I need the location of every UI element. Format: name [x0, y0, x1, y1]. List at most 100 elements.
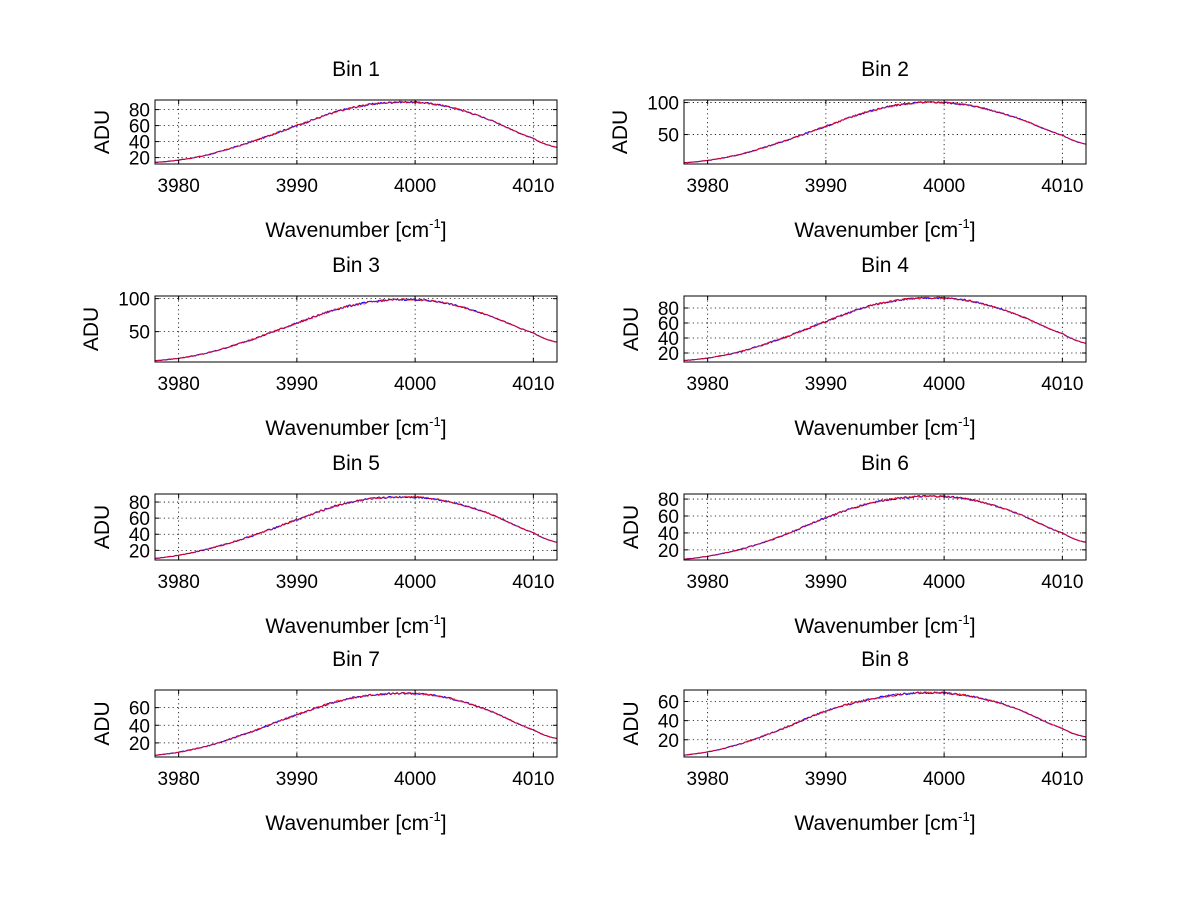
- y-axis-label: ADU: [620, 505, 643, 549]
- x-tick-label: 4010: [1041, 769, 1083, 790]
- subplot-bin-2: 3980 3990 4000 4010 50 100 Bin 2 Wavenumber [cm…: [609, 58, 1087, 242]
- x-tick-label: 3990: [276, 176, 318, 197]
- axes-frame: [683, 295, 1087, 363]
- y-tick-label: 20: [129, 149, 150, 170]
- y-tick-label: 50: [129, 323, 150, 344]
- x-tick-label: 4000: [923, 769, 965, 790]
- axes-frame: [154, 99, 558, 165]
- subplot-bin-3: 3980 3990 4000 4010 50 100 Bin 3 Wavenumber [cm…: [80, 254, 558, 440]
- y-tick-label: 60: [129, 509, 150, 530]
- series-line-red: [683, 494, 1087, 560]
- y-axis-label: ADU: [620, 307, 643, 351]
- subplot-title: Bin 2: [861, 58, 909, 81]
- y-tick-label: 40: [658, 329, 679, 350]
- series-line-red: [683, 101, 1087, 164]
- y-axis-label: ADU: [620, 701, 643, 745]
- x-tick-label: 4000: [923, 572, 965, 593]
- axes-border: [683, 295, 1087, 363]
- axes-border: [683, 689, 1087, 758]
- x-tick-label: 4000: [923, 176, 965, 197]
- axes-border: [154, 295, 558, 363]
- x-tick-label: 4000: [394, 769, 436, 790]
- y-tick-label: 40: [129, 716, 150, 737]
- y-axis-label: ADU: [80, 307, 103, 351]
- x-tick-label: 4010: [512, 176, 554, 197]
- x-tick-label: 4010: [1041, 176, 1083, 197]
- subplot-title: Bin 6: [861, 452, 909, 475]
- y-tick-label: 80: [658, 299, 679, 320]
- subplot-title: Bin 5: [332, 452, 380, 475]
- x-tick-label: 3990: [276, 769, 318, 790]
- axes-frame: [154, 493, 558, 561]
- x-tick-label: 3980: [687, 572, 729, 593]
- series-line-red: [684, 296, 1087, 361]
- series-line-red: [155, 298, 558, 362]
- x-tick-label: 3980: [687, 769, 729, 790]
- x-tick-label: 3990: [805, 572, 847, 593]
- x-tick-label: 4010: [1041, 572, 1083, 593]
- x-axis-label: Wavenumber [cm-1]: [794, 414, 975, 440]
- x-tick-label: 4010: [512, 572, 554, 593]
- series-line-red: [154, 495, 558, 560]
- y-tick-label: 60: [658, 507, 679, 528]
- y-tick-label: 100: [118, 290, 150, 311]
- y-tick-label: 60: [129, 699, 150, 720]
- y-tick-label: 80: [129, 101, 150, 122]
- x-tick-label: 3980: [687, 176, 729, 197]
- axes-border: [683, 493, 1087, 561]
- y-tick-label: 20: [129, 541, 150, 562]
- subplot-title: Bin 4: [861, 254, 909, 277]
- y-tick-label: 60: [658, 314, 679, 335]
- series-line-red: [155, 691, 558, 756]
- x-tick-label: 3990: [805, 374, 847, 395]
- subplot-title: Bin 3: [332, 254, 380, 277]
- x-axis-label: Wavenumber [cm-1]: [265, 612, 446, 638]
- x-tick-label: 3990: [276, 374, 318, 395]
- y-tick-label: 60: [658, 692, 679, 713]
- y-tick-label: 80: [658, 490, 679, 511]
- x-tick-label: 3980: [158, 769, 200, 790]
- series-line-red: [154, 100, 558, 164]
- x-axis-label: Wavenumber [cm-1]: [265, 809, 446, 835]
- x-axis-label: Wavenumber [cm-1]: [794, 216, 975, 242]
- x-tick-label: 4010: [1041, 374, 1083, 395]
- x-tick-label: 4000: [394, 374, 436, 395]
- x-tick-label: 3980: [158, 572, 200, 593]
- y-tick-label: 50: [658, 126, 679, 147]
- x-tick-label: 3980: [158, 176, 200, 197]
- axes-frame: [154, 295, 558, 363]
- axes-border: [683, 99, 1087, 165]
- axes-frame: [683, 99, 1087, 165]
- x-tick-label: 3990: [805, 769, 847, 790]
- axes-border: [154, 493, 558, 561]
- y-axis-label: ADU: [91, 505, 114, 549]
- y-tick-label: 40: [129, 133, 150, 154]
- x-tick-label: 4000: [923, 374, 965, 395]
- y-tick-label: 20: [658, 344, 679, 365]
- x-tick-label: 4010: [512, 769, 554, 790]
- y-tick-label: 20: [129, 734, 150, 755]
- x-axis-label: Wavenumber [cm-1]: [794, 809, 975, 835]
- axes-border: [154, 689, 558, 758]
- x-tick-label: 3990: [276, 572, 318, 593]
- axes-border: [154, 99, 558, 165]
- x-axis-label: Wavenumber [cm-1]: [265, 216, 446, 242]
- x-tick-label: 3990: [805, 176, 847, 197]
- y-tick-label: 60: [129, 117, 150, 138]
- x-tick-label: 4000: [394, 572, 436, 593]
- subplot-title: Bin 8: [861, 648, 909, 671]
- y-tick-label: 40: [129, 525, 150, 546]
- y-axis-label: ADU: [91, 701, 114, 745]
- y-tick-label: 20: [658, 731, 679, 752]
- subplot-title: Bin 1: [332, 58, 380, 81]
- series-line-red: [683, 691, 1087, 756]
- axes-frame: [683, 493, 1087, 561]
- subplot-title: Bin 7: [332, 648, 380, 671]
